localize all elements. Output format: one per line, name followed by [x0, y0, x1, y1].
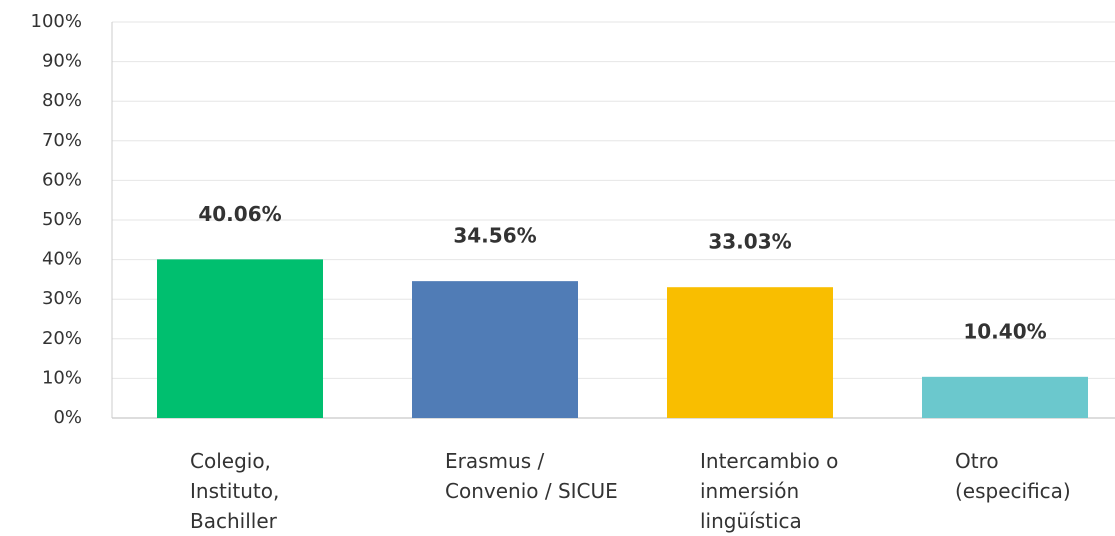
y-tick-label: 0%	[53, 407, 82, 428]
x-tick-label: Colegio, Instituto, Bachiller	[190, 449, 280, 533]
bar	[412, 281, 578, 418]
x-tick-label: Intercambio o inmersión lingüística	[700, 449, 839, 533]
x-tick-label: Otro (especifica)	[955, 449, 1071, 503]
y-tick-label: 90%	[42, 51, 82, 72]
value-label: 10.40%	[963, 319, 1046, 343]
bar	[922, 376, 1088, 418]
y-tick-label: 40%	[42, 249, 82, 270]
y-tick-label: 10%	[42, 367, 82, 388]
y-tick-label: 30%	[42, 288, 82, 309]
y-tick-label: 20%	[42, 328, 82, 349]
y-tick-label: 50%	[42, 209, 82, 230]
y-tick-label: 80%	[42, 90, 82, 111]
y-tick-label: 70%	[42, 130, 82, 151]
value-label: 34.56%	[453, 224, 536, 248]
value-label: 33.03%	[708, 230, 791, 254]
y-tick-label: 60%	[42, 169, 82, 190]
value-label: 40.06%	[198, 202, 281, 226]
bar	[157, 259, 323, 418]
y-tick-label: 100%	[31, 11, 82, 32]
x-tick-label: Erasmus / Convenio / SICUE	[445, 449, 618, 503]
bar	[667, 287, 833, 418]
